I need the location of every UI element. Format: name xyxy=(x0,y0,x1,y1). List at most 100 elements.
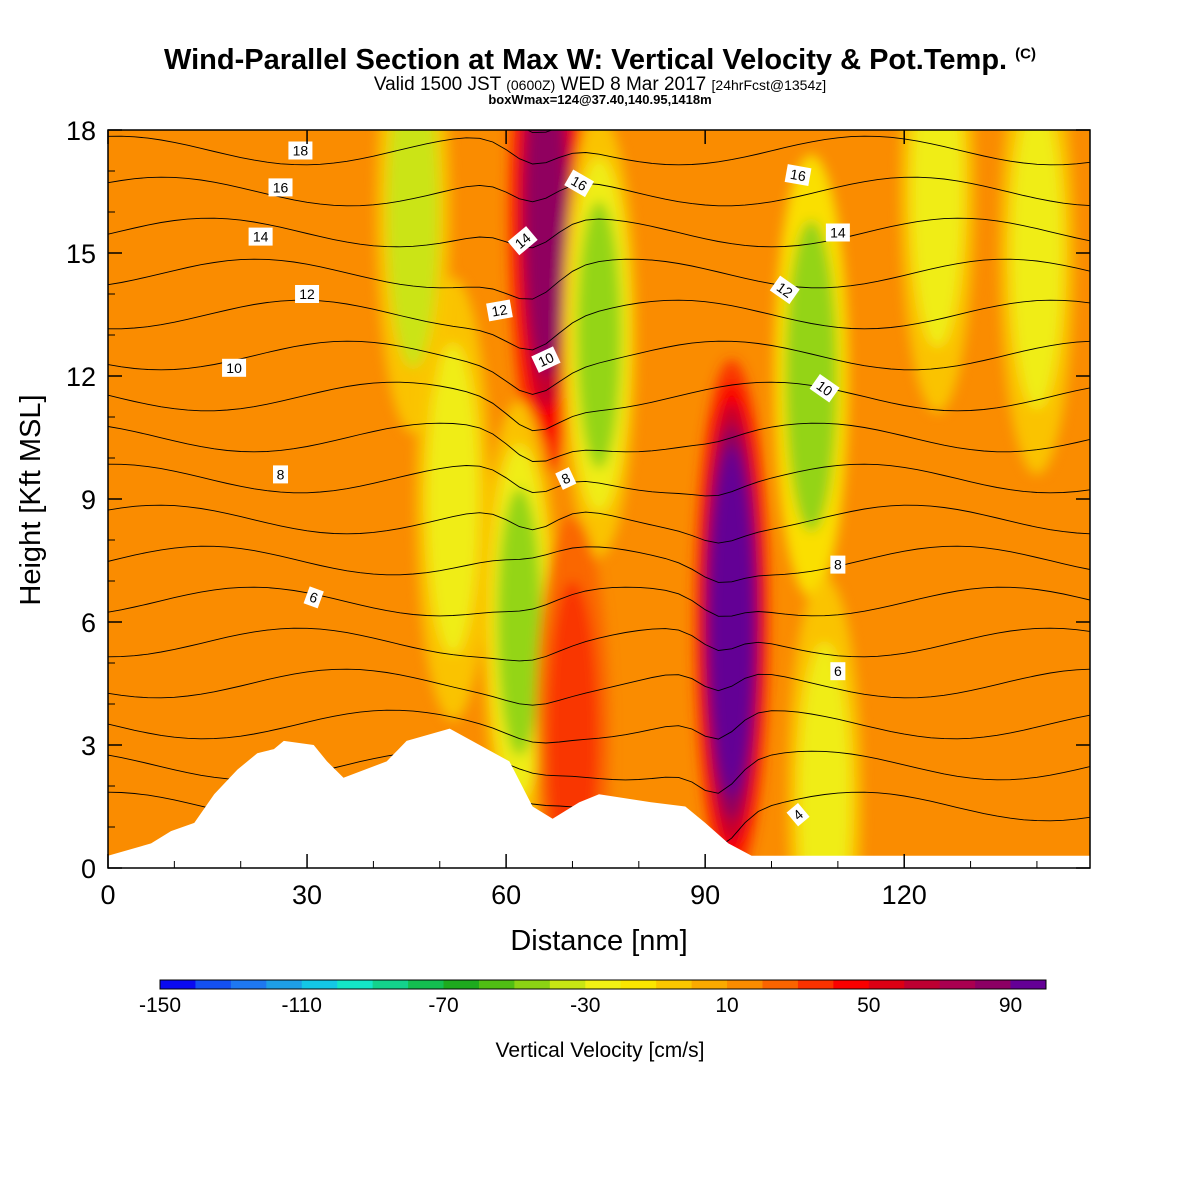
contour-label-text: 8 xyxy=(277,466,285,482)
axes: 0 30 60 90 120 0 3 6 9 12 15 18 xyxy=(66,116,1090,910)
contour-label-bg xyxy=(769,275,800,305)
colorbar-swatch xyxy=(975,980,1012,989)
colorbar-swatch xyxy=(478,980,515,989)
contour-label-bg xyxy=(295,285,320,303)
theta-contour-13 xyxy=(108,340,1090,395)
colorbar-tick-label: -30 xyxy=(570,994,600,1017)
vv-feature-2 xyxy=(576,201,622,469)
contour-label-bg xyxy=(809,374,840,403)
y-tick-label: 15 xyxy=(66,239,96,269)
colorbar-swatch xyxy=(656,980,693,989)
theta-contour-15 xyxy=(108,258,1090,300)
contour-label-text: 10 xyxy=(535,349,556,370)
colorbar-swatch xyxy=(549,980,586,989)
contour-label-4: 10 xyxy=(222,358,247,377)
contour-label-text: 12 xyxy=(490,301,508,319)
contour-label-2: 14 xyxy=(248,227,273,246)
x-tick-label: 60 xyxy=(491,880,521,910)
forecast-info: [24hrFcst@1354z] xyxy=(711,77,827,93)
contour-label-13: 14 xyxy=(825,223,850,242)
vv-feature-5 xyxy=(427,343,479,655)
contour-label-bg xyxy=(830,662,846,681)
colorbar-swatch xyxy=(833,980,870,989)
contour-label-8: 14 xyxy=(507,226,538,256)
colorbar-tick-label: 90 xyxy=(999,994,1022,1017)
contour-label-text: 14 xyxy=(830,225,846,241)
vv-feature-8 xyxy=(1011,130,1063,409)
theta-contour-14 xyxy=(108,299,1090,351)
y-tick-label: 18 xyxy=(66,116,96,146)
contour-label-14: 12 xyxy=(769,275,800,305)
colorbar-swatch xyxy=(443,980,480,989)
chart-subtitle: Valid 1500 JST (0600Z) WED 8 Mar 2017 [2… xyxy=(0,74,1200,96)
colorbar-tick-label: 50 xyxy=(857,994,880,1017)
contour-label-5: 8 xyxy=(273,465,289,484)
theta-contour-16 xyxy=(108,217,1090,249)
y-tick-label: 6 xyxy=(81,608,96,638)
contour-label-bg xyxy=(486,299,513,322)
contour-label-9: 12 xyxy=(486,299,513,322)
contour-label-17: 6 xyxy=(830,662,846,681)
vv-feature-4 xyxy=(785,220,838,532)
contour-label-text: 12 xyxy=(299,286,315,302)
theta-contour-12 xyxy=(108,381,1090,432)
y-axis-title: Height [Kft MSL] xyxy=(15,394,47,605)
x-tick-label: 30 xyxy=(292,880,322,910)
theta-contour-4 xyxy=(108,709,1090,744)
box-info: boxWmax=124@37.40,140.95,1418m xyxy=(488,92,712,107)
contour-label-text: 16 xyxy=(273,179,289,195)
contour-label-text: 10 xyxy=(226,360,242,376)
title-main: Wind-Parallel Section at Max W: Vertical… xyxy=(163,44,1008,76)
x-axis-title: Distance [nm] xyxy=(510,925,687,957)
colorbar-title: Vertical Velocity [cm/s] xyxy=(496,1039,705,1062)
colorbar-swatch xyxy=(230,980,267,989)
contour-label-bg xyxy=(564,169,594,198)
colorbar-swatch xyxy=(939,980,976,989)
colorbar-tick-label: -110 xyxy=(282,994,322,1017)
contour-label-11: 8 xyxy=(555,467,577,490)
contour-label-15: 10 xyxy=(809,374,840,403)
colorbar-swatch xyxy=(372,980,409,989)
contour-label-bg xyxy=(786,802,810,827)
colorbar-swatch xyxy=(266,980,303,989)
contour-label-bg xyxy=(825,223,850,242)
contour-label-bg xyxy=(830,555,846,574)
y-tick-label: 0 xyxy=(81,854,96,884)
terrain xyxy=(108,728,1090,868)
contour-labels: 18 16 14 12 10 8 6 16 14 12 10 8 16 14 12 10 8 6 4 xyxy=(222,141,850,827)
colorbar-swatch xyxy=(904,980,941,989)
contour-label-bg xyxy=(288,141,313,160)
contour-label-1: 16 xyxy=(268,178,293,197)
colorbar-swatch xyxy=(195,980,232,989)
contour-label-bg xyxy=(784,164,812,187)
chart-title: Wind-Parallel Section at Max W: Vertical… xyxy=(0,44,1200,77)
colorbar-swatch xyxy=(301,980,338,989)
vv-feature-6 xyxy=(387,130,440,368)
colorbar-swatch xyxy=(160,980,196,989)
velocity-field xyxy=(108,130,1090,868)
colorbar-swatch xyxy=(727,980,763,989)
colorbar-swatch xyxy=(762,980,799,989)
contour-label-text: 6 xyxy=(834,663,842,679)
colorbar-swatch xyxy=(408,980,445,989)
theta-contours xyxy=(108,130,1090,848)
theta-contour-8 xyxy=(108,545,1090,583)
vv-feature-0 xyxy=(713,468,751,776)
valid-utc: (0600Z) xyxy=(506,77,556,93)
colorbar-swatch xyxy=(337,980,374,989)
vv-feature-1 xyxy=(525,130,567,376)
contour-label-18: 4 xyxy=(786,802,810,827)
x-tick-label: 120 xyxy=(882,880,927,910)
theta-contour-10 xyxy=(108,463,1090,497)
contour-label-6: 6 xyxy=(303,586,324,609)
y-tick-label: 9 xyxy=(81,485,96,515)
colorbar-swatch xyxy=(1010,980,1047,989)
contour-label-16: 8 xyxy=(830,555,846,574)
theta-contour-6 xyxy=(108,627,1090,662)
theta-contour-7 xyxy=(108,586,1090,617)
contour-label-bg xyxy=(273,465,289,484)
colorbar-tick-label: -70 xyxy=(428,994,458,1017)
vv-feature-10 xyxy=(546,581,599,868)
colorbar-frame xyxy=(159,979,1047,990)
